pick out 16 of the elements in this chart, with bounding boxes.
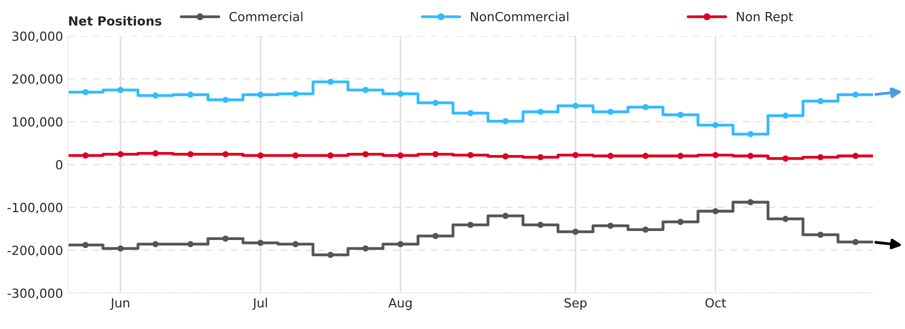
- x-tick-label: Aug: [388, 298, 412, 310]
- x-tick-label: Oct: [705, 298, 726, 308]
- legend-title: Net Positions: [69, 16, 162, 26]
- y-tick-label: -200,000: [8, 246, 62, 256]
- legend-label: Non Rept: [736, 12, 793, 24]
- y-tick-label: 300,000: [12, 31, 62, 42]
- legend-label: Commercial: [229, 12, 302, 22]
- y-tick-label: 200,000: [12, 74, 62, 86]
- y-tick-label: -100,000: [8, 202, 62, 214]
- x-tick-label: Jun: [110, 298, 130, 310]
- y-tick-label: -300,000: [8, 288, 62, 300]
- y-tick-label: 0: [56, 160, 62, 170]
- y-tick-label: 100,000: [12, 117, 62, 128]
- x-tick-label: Jul: [252, 298, 267, 310]
- legend-label: NonCommercial: [470, 12, 568, 22]
- x-tick-label: Sep: [564, 298, 587, 310]
